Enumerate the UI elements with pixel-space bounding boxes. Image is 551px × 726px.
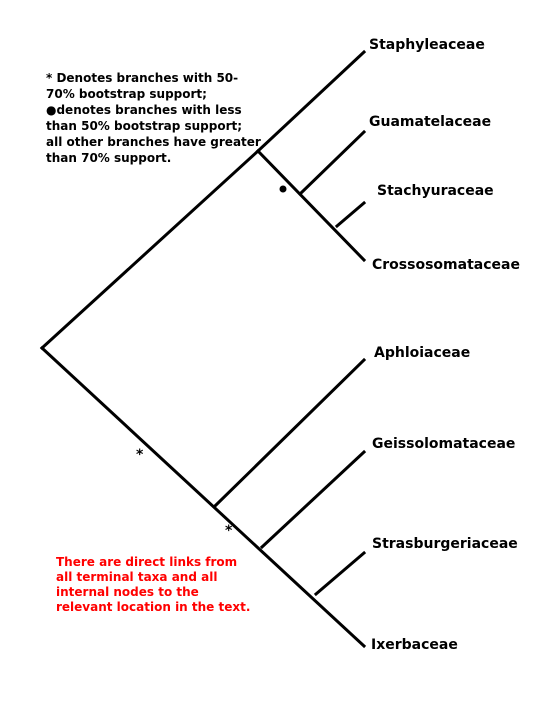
legend: * Denotes branches with 50-70% bootstrap…	[46, 70, 261, 166]
taxon-staphyleaceae[interactable]: Staphyleaceae	[369, 37, 485, 53]
taxon-guamatelaceae[interactable]: Guamatelaceae	[369, 114, 492, 130]
legend-asterisk-text: * Denotes branches with 50-70% bootstrap…	[46, 71, 239, 101]
taxon-crossosomataceae[interactable]: Crossosomataceae	[372, 257, 520, 273]
taxon-ixerbaceae[interactable]: Ixerbaceae	[371, 637, 458, 653]
branch-upper-lower[interactable]	[255, 148, 367, 263]
taxon-geissolomataceae[interactable]: Geissolomataceae	[372, 436, 516, 452]
taxon-aphloiaceae[interactable]: Aphloiaceae	[374, 345, 471, 361]
links-note: There are direct links from all terminal…	[56, 555, 251, 614]
branch-root-lower[interactable]	[39, 345, 367, 649]
branch-staphyleaceae[interactable]	[255, 49, 367, 154]
support-asterisk-marker: *	[225, 523, 233, 539]
support-asterisk-marker: *	[136, 447, 144, 463]
branch-root-upper[interactable]	[39, 148, 261, 351]
branch-guamatelaceae[interactable]	[297, 129, 367, 197]
branch-strasburgeriaceae[interactable]	[313, 550, 367, 597]
support-dot-marker	[279, 185, 287, 193]
branch-stachyuraceae[interactable]	[334, 200, 367, 229]
taxon-stachyuraceae[interactable]: Stachyuraceae	[377, 183, 494, 199]
branch-aphloiaceae[interactable]	[212, 357, 367, 509]
branch-geissolomataceae[interactable]	[259, 449, 367, 550]
legend-dot-text: ●denotes branches with less than 50% boo…	[46, 103, 261, 165]
taxon-strasburgeriaceae[interactable]: Strasburgeriaceae	[372, 536, 518, 552]
